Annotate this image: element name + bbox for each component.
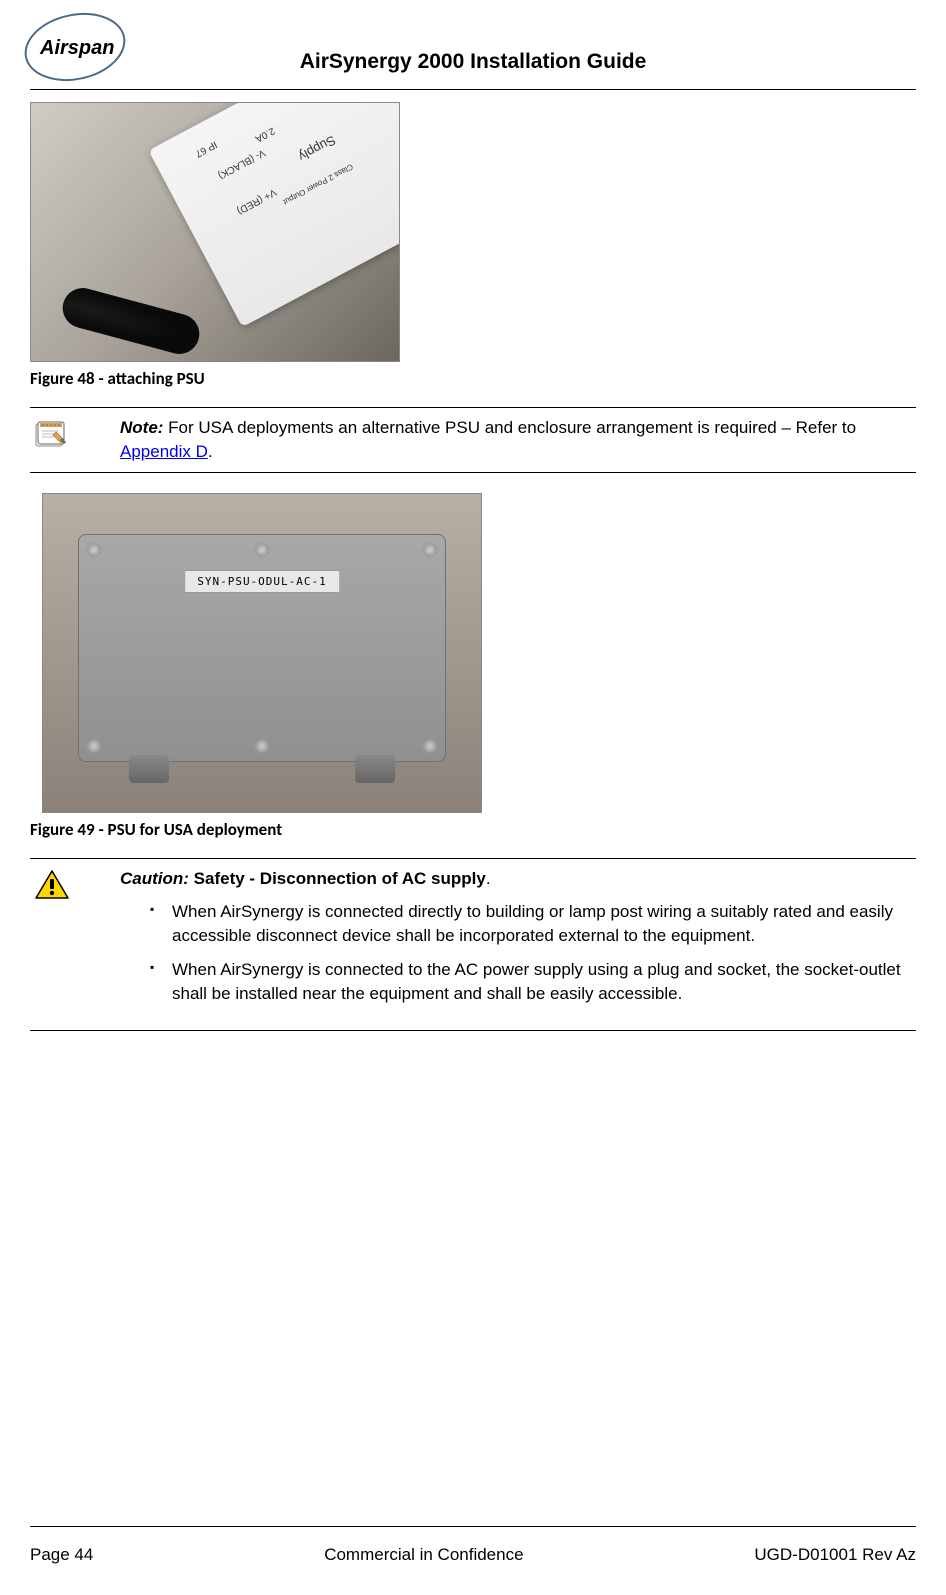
document-title: AirSynergy 2000 Installation Guide — [30, 10, 916, 74]
caution-heading: Caution: Safety - Disconnection of AC su… — [120, 867, 916, 891]
note-text: Note: For USA deployments an alternative… — [80, 416, 916, 464]
note-body-before: For USA deployments an alternative PSU a… — [163, 418, 856, 437]
footer-page-number: Page 44 — [30, 1545, 93, 1565]
psu-class-label: Class 2 Power Output — [282, 162, 355, 206]
psu-current: 2.0A — [253, 125, 276, 144]
note-callout: Note: For USA deployments an alternative… — [30, 407, 916, 473]
psu-ip-rating: IP 67 — [193, 138, 219, 159]
figure-48-caption: Figure 48 - attaching PSU — [30, 368, 916, 389]
figure-49-caption: Figure 49 - PSU for USA deployment — [30, 819, 916, 840]
page-footer: Page 44 Commercial in Confidence UGD-D01… — [30, 1526, 916, 1565]
figure-49-photo: SYN-PSU-ODUL-AC-1 — [42, 493, 482, 813]
caution-item: When AirSynergy is connected directly to… — [150, 900, 916, 948]
caution-label: Caution: — [120, 869, 189, 888]
caution-title-period: . — [486, 869, 491, 888]
enclosure-model-label: SYN-PSU-ODUL-AC-1 — [184, 570, 340, 593]
airspan-logo: Airspan — [20, 10, 130, 85]
footer-revision: UGD-D01001 Rev Az — [754, 1545, 916, 1565]
psu-black-label: V- (BLACK) — [216, 147, 267, 181]
appendix-d-link[interactable]: Appendix D — [120, 442, 208, 461]
psu-supply-label: Supply — [296, 133, 338, 165]
logo-text: Airspan — [39, 37, 114, 59]
caution-icon — [30, 867, 80, 1016]
figure-48-photo: IP 67 2.0A V- (BLACK) V+ (RED) Supply Cl… — [30, 102, 400, 362]
note-body-after: . — [208, 442, 213, 461]
caution-callout: Caution: Safety - Disconnection of AC su… — [30, 858, 916, 1031]
page-header: Airspan AirSynergy 2000 Installation Gui… — [30, 10, 916, 90]
caution-item: When AirSynergy is connected to the AC p… — [150, 958, 916, 1006]
caution-list: When AirSynergy is connected directly to… — [120, 900, 916, 1005]
note-icon — [30, 416, 80, 464]
footer-confidence: Commercial in Confidence — [324, 1545, 523, 1565]
note-label: Note: — [120, 418, 163, 437]
psu-red-label: V+ (RED) — [235, 186, 278, 216]
caution-title: Safety - Disconnection of AC supply — [189, 869, 486, 888]
